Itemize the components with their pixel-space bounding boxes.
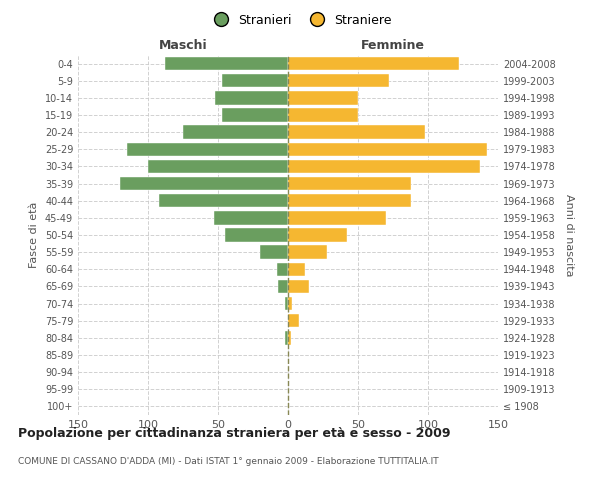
Bar [288, 160, 480, 173]
Bar [288, 228, 347, 241]
Text: COMUNE DI CASSANO D'ADDA (MI) - Dati ISTAT 1° gennaio 2009 - Elaborazione TUTTIT: COMUNE DI CASSANO D'ADDA (MI) - Dati IST… [18, 458, 439, 466]
Bar [222, 108, 288, 122]
Bar [288, 194, 411, 207]
Bar [285, 331, 288, 344]
Bar [288, 211, 386, 224]
Bar [277, 262, 288, 276]
Y-axis label: Fasce di età: Fasce di età [29, 202, 39, 268]
Bar [225, 228, 288, 241]
Y-axis label: Anni di nascita: Anni di nascita [564, 194, 574, 276]
Bar [215, 91, 288, 104]
Bar [288, 262, 305, 276]
Bar [285, 297, 288, 310]
Bar [260, 246, 288, 259]
Bar [288, 280, 309, 293]
Legend: Stranieri, Straniere: Stranieri, Straniere [203, 8, 397, 32]
Text: Popolazione per cittadinanza straniera per età e sesso - 2009: Popolazione per cittadinanza straniera p… [18, 428, 451, 440]
Bar [159, 194, 288, 207]
Bar [148, 160, 288, 173]
Bar [183, 126, 288, 139]
Bar [278, 280, 288, 293]
Bar [222, 74, 288, 88]
Bar [127, 142, 288, 156]
Bar [288, 177, 411, 190]
Bar [288, 57, 459, 70]
Bar [120, 177, 288, 190]
Bar [288, 108, 358, 122]
Bar [288, 142, 487, 156]
Bar [288, 126, 425, 139]
Text: Maschi: Maschi [158, 38, 208, 52]
Text: Femmine: Femmine [361, 38, 425, 52]
Bar [288, 246, 327, 259]
Bar [288, 74, 389, 88]
Bar [165, 57, 288, 70]
Bar [288, 297, 292, 310]
Bar [288, 331, 291, 344]
Bar [288, 91, 358, 104]
Bar [214, 211, 288, 224]
Bar [288, 314, 299, 328]
